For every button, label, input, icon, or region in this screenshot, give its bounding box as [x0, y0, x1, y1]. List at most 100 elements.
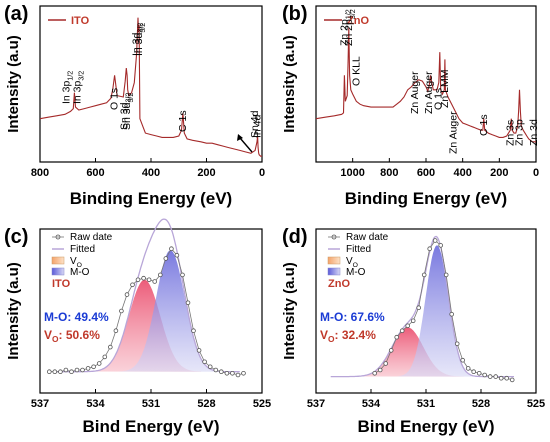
raw-data-point	[46, 369, 52, 375]
peak-label-main: Zn 3p	[514, 119, 526, 146]
raw-data-point	[58, 369, 63, 375]
raw-data-point	[91, 364, 96, 370]
peak-label-main: In 3d	[133, 32, 145, 56]
fit-component-vo	[351, 327, 464, 377]
x-tick-label: 200	[197, 167, 215, 179]
raw-data-point	[63, 367, 69, 373]
peak-label-main: In 3p	[60, 80, 72, 104]
fit-component-mo	[118, 250, 223, 372]
raw-data-point	[482, 372, 488, 378]
vo-percentage-sub: O	[52, 334, 59, 344]
raw-data-point	[377, 367, 383, 373]
x-tick-label: 525	[527, 398, 545, 410]
raw-data-point	[102, 354, 108, 360]
peak-label-sub: 1/2	[66, 71, 74, 81]
peak-label: Zn 3s	[504, 120, 516, 146]
peak-label: O 1s	[433, 88, 445, 110]
raw-data-point	[169, 246, 174, 252]
legend-vo-label-main: V	[70, 256, 77, 267]
raw-data-point	[108, 344, 113, 350]
legend-mo-label: M-O	[346, 267, 366, 278]
peak-label: Zn Auger	[409, 71, 421, 114]
peak-label-main: Zn Auger	[423, 71, 435, 114]
x-tick-label: 534	[362, 398, 381, 410]
raw-data-point	[399, 328, 405, 334]
raw-data-point	[202, 359, 207, 365]
raw-data-point	[180, 272, 185, 278]
raw-data-point	[493, 374, 499, 379]
raw-data-point	[146, 277, 152, 283]
panel-b: (b) 1000 800 600 400 200 0 Binding Energy (eV) I…	[281, 3, 540, 208]
x-tick-label: 531	[417, 398, 435, 410]
raw-data-point	[476, 370, 482, 376]
vo-percentage-main: V	[44, 328, 52, 342]
raw-data-point	[130, 282, 135, 288]
peak-label-sub: 3/2	[349, 9, 357, 19]
peak-label-main: O KLL	[351, 56, 363, 86]
spectrum-line	[315, 27, 536, 143]
raw-data-point	[163, 256, 169, 261]
raw-data-point	[124, 292, 130, 297]
legend-vo-label-main: V	[346, 256, 353, 267]
peak-label: Zn 2p1/2	[338, 9, 352, 46]
peak-label-main: In 4d	[252, 114, 264, 138]
raw-data-point	[416, 305, 422, 311]
y-axis-label: Intensity (a.u)	[5, 35, 22, 133]
peak-label-main: O 1s	[433, 88, 445, 110]
raw-data-point	[52, 369, 58, 375]
peak-label: C 1s	[478, 114, 490, 136]
peak-label: Zn 3d	[528, 119, 540, 146]
y-axis-label: Intensity (a.u)	[281, 262, 298, 360]
peak-label: In 3d3/2	[131, 23, 145, 56]
peak-label-main: Zn 2p	[343, 19, 355, 46]
raw-data-point	[152, 279, 158, 284]
peak-label: In 3d5/2	[133, 23, 147, 56]
raw-data-point	[372, 370, 378, 376]
raw-data-point	[207, 364, 213, 370]
raw-data-point	[410, 318, 416, 324]
legend-mo-swatch	[327, 267, 341, 276]
peak-label-main: Zn Auger	[448, 111, 460, 154]
raw-data-point	[405, 323, 411, 329]
panel-label: (b)	[282, 3, 308, 25]
raw-data-point	[449, 311, 455, 317]
raw-data-point	[487, 374, 493, 379]
legend-label: ZnO	[347, 15, 369, 27]
raw-data-point	[498, 375, 504, 381]
raw-data-point	[74, 367, 80, 373]
legend-label: ITO	[71, 15, 90, 27]
panel-a: (a) 800 600 400 200 0 Binding Energy (eV) Inten…	[4, 3, 265, 208]
peak-label: Sn 3d5/2	[121, 93, 135, 130]
raw-data-point	[504, 375, 510, 381]
peak-label-sub: 5/2	[127, 93, 135, 103]
x-tick-label: 525	[253, 398, 271, 410]
raw-data-point	[119, 308, 124, 314]
peak-label-main: O 1s	[109, 88, 121, 110]
raw-data-point	[213, 367, 219, 373]
raw-data-point	[174, 252, 180, 258]
vo-percentage-sub: O	[328, 334, 335, 344]
raw-data-point	[141, 275, 146, 281]
raw-data-point	[438, 243, 444, 248]
peak-label: Zn 2p3/2	[343, 9, 357, 46]
vo-percentage: VO: 32.4%	[320, 328, 376, 344]
x-tick-label: 537	[31, 398, 49, 410]
peak-label: O KLL	[351, 56, 363, 86]
raw-data-point	[465, 366, 471, 371]
raw-data-point	[432, 238, 438, 243]
arrow-head	[237, 134, 243, 141]
raw-data-point	[454, 341, 460, 347]
fit-component-vo	[87, 279, 202, 372]
raw-data-point	[394, 334, 400, 340]
raw-data-point	[388, 348, 394, 353]
vo-percentage-value: : 50.6%	[59, 328, 101, 342]
arrow-line	[239, 137, 253, 153]
raw-data-point	[383, 361, 389, 366]
peak-label-main: In 3d	[131, 32, 143, 56]
y-axis-label: Intensity (a.u)	[281, 35, 298, 133]
legend-mo-label: M-O	[70, 267, 90, 278]
peak-label: In 4d	[252, 114, 264, 138]
x-tick-label: 528	[197, 398, 215, 410]
peak-label: Zn 3p	[514, 119, 526, 146]
x-axis-label: Binding Energy (eV)	[345, 189, 507, 208]
